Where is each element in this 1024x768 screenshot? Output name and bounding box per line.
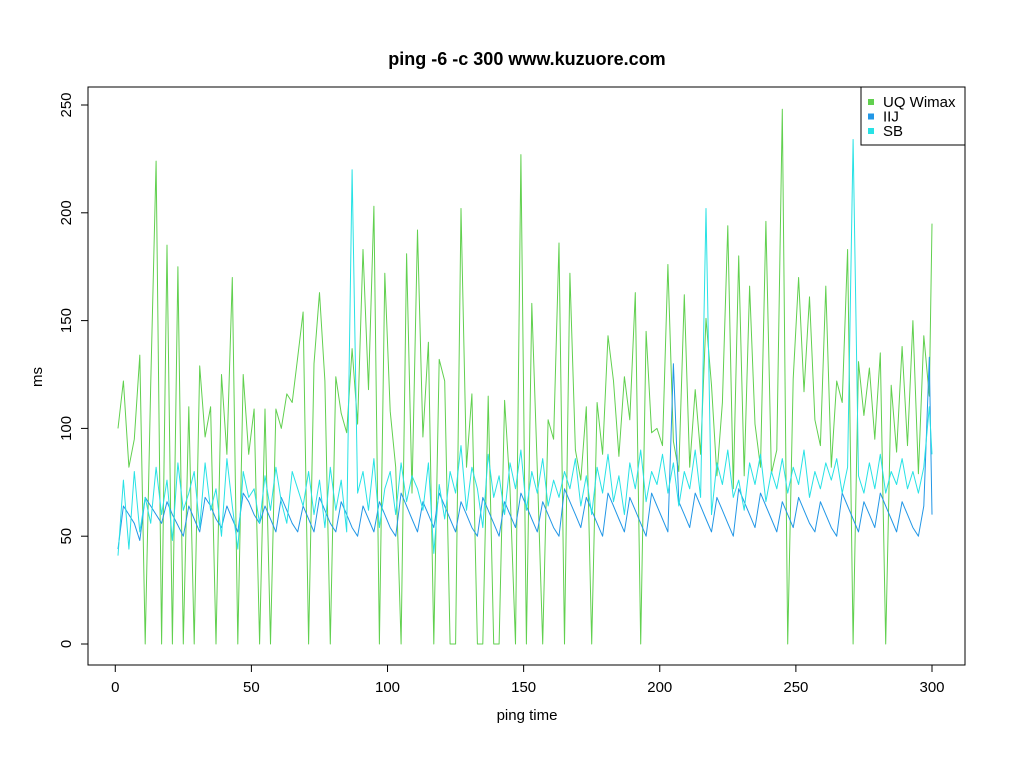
series-line-3	[117, 139, 933, 556]
x-tick-label: 200	[647, 679, 672, 696]
legend-swatch	[868, 99, 874, 105]
legend-label: IIJ	[883, 109, 899, 126]
series-line-1	[117, 108, 933, 645]
series-layer	[117, 108, 933, 645]
chart-title: ping -6 -c 300 www.kuzuore.com	[388, 49, 665, 69]
x-tick-label: 150	[511, 679, 536, 696]
x-axis-label: ping time	[497, 707, 558, 724]
y-tick-label: 50	[58, 528, 75, 545]
y-tick-label: 0	[58, 640, 75, 648]
plot-frame	[87, 86, 966, 666]
y-tick-label: 200	[58, 200, 75, 225]
x-tick-label: 250	[783, 679, 808, 696]
legend-box	[860, 86, 966, 146]
y-tick-label: 150	[58, 308, 75, 333]
x-tick-label: 50	[243, 679, 260, 696]
x-tick-label: 300	[919, 679, 944, 696]
y-tick-label: 100	[58, 416, 75, 441]
legend-swatch	[868, 113, 874, 120]
legend-label: SB	[883, 123, 903, 140]
legend-label: UQ Wimax	[883, 94, 956, 111]
y-tick-label: 250	[58, 92, 75, 117]
y-axis-label: ms	[29, 367, 46, 387]
legend-swatch	[868, 128, 874, 134]
x-tick-label: 100	[375, 679, 400, 696]
x-tick-label: 0	[111, 679, 119, 696]
